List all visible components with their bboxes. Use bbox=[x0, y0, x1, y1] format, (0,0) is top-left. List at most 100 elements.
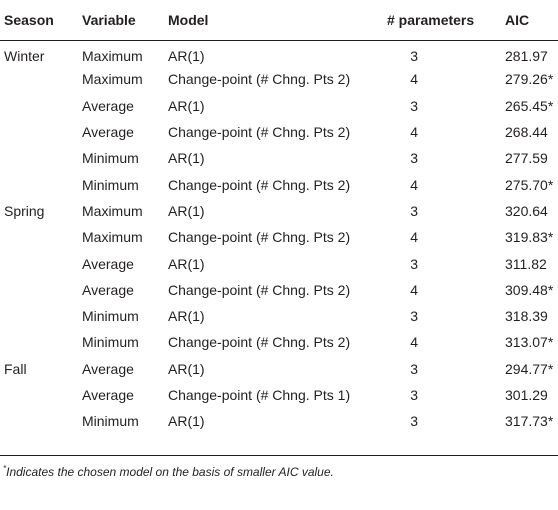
cell-parameters: 3 bbox=[410, 255, 418, 272]
cell-variable: Average bbox=[82, 124, 134, 141]
cell-variable: Maximum bbox=[82, 71, 143, 88]
cell-aic: 281.97 bbox=[505, 48, 548, 65]
cell-season bbox=[0, 119, 82, 145]
table-body: Winter Maximum AR(1) 3 281.97 Maximum Change-p… bbox=[0, 40, 558, 434]
footnote-text: Indicates the chosen model on the basis … bbox=[6, 465, 334, 479]
cell-variable: Average bbox=[82, 360, 134, 377]
cell-aic: 275.70* bbox=[505, 176, 554, 193]
cell-aic: 311.82 bbox=[505, 255, 547, 272]
cell-variable: Average bbox=[82, 97, 134, 114]
table-header: Season Variable Model # parameters AIC bbox=[0, 0, 558, 41]
cell-model: AR(1) bbox=[168, 202, 205, 219]
cell-season bbox=[0, 277, 82, 303]
cell-season bbox=[0, 408, 82, 434]
cell-parameters: 3 bbox=[410, 150, 418, 167]
table-row: Minimum Change-point (# Chng. Pts 2) 4 275.… bbox=[0, 171, 558, 197]
table-row: Average AR(1) 3 265.45* bbox=[0, 93, 558, 119]
cell-parameters: 3 bbox=[410, 308, 418, 325]
cell-model: AR(1) bbox=[168, 255, 205, 272]
cell-parameters: 3 bbox=[410, 413, 418, 430]
cell-model: Change-point (# Chng. Pts 2) bbox=[168, 334, 351, 351]
cell-parameters: 4 bbox=[410, 334, 418, 351]
cell-aic: 317.73* bbox=[505, 413, 554, 430]
cell-season bbox=[0, 66, 82, 92]
cell-aic: 319.83* bbox=[505, 229, 554, 246]
cell-model: AR(1) bbox=[168, 308, 205, 325]
model-comparison-table-container: Season Variable Model # parameters AIC W… bbox=[0, 0, 558, 434]
cell-parameters: 3 bbox=[410, 387, 418, 403]
cell-aic: 309.48* bbox=[505, 281, 554, 298]
cell-season: Fall bbox=[4, 360, 27, 377]
cell-variable: Minimum bbox=[82, 334, 139, 351]
cell-aic: 277.59 bbox=[505, 150, 548, 167]
cell-model: AR(1) bbox=[168, 413, 205, 430]
cell-parameters: 4 bbox=[410, 71, 418, 88]
cell-parameters: 4 bbox=[410, 176, 418, 193]
cell-season bbox=[0, 382, 82, 408]
cell-variable: Minimum bbox=[82, 150, 139, 167]
table-row: Minimum AR(1) 3 317.73* bbox=[0, 408, 558, 434]
model-comparison-table: Season Variable Model # parameters AIC W… bbox=[0, 0, 558, 434]
cell-aic: 268.44 bbox=[505, 124, 548, 141]
header-aic: AIC bbox=[505, 0, 558, 41]
cell-aic: 318.39 bbox=[505, 308, 548, 325]
cell-parameters: 3 bbox=[410, 97, 418, 114]
cell-season bbox=[0, 145, 82, 171]
table-row: Minimum AR(1) 3 277.59 bbox=[0, 145, 558, 171]
cell-variable: Maximum bbox=[82, 202, 143, 219]
cell-aic: 320.64 bbox=[505, 202, 548, 219]
header-row: Season Variable Model # parameters AIC bbox=[0, 0, 558, 41]
table-row: Maximum Change-point (# Chng. Pts 2) 4 319.… bbox=[0, 224, 558, 250]
cell-aic: 294.77* bbox=[505, 360, 554, 377]
cell-parameters: 4 bbox=[410, 124, 418, 141]
table-row: Minimum Change-point (# Chng. Pts 2) 4 313.… bbox=[0, 329, 558, 355]
table-row: Minimum AR(1) 3 318.39 bbox=[0, 303, 558, 329]
table-row: Average Change-point (# Chng. Pts 2) 4 309.… bbox=[0, 277, 558, 303]
cell-model: AR(1) bbox=[168, 97, 205, 114]
cell-season bbox=[0, 329, 82, 355]
cell-variable: Minimum bbox=[82, 308, 139, 325]
cell-aic: 265.45* bbox=[505, 97, 554, 114]
table-footnote: *Indicates the chosen model on the basis… bbox=[3, 464, 334, 479]
cell-season bbox=[0, 171, 82, 197]
table-row: Spring Maximum AR(1) 3 320.64 bbox=[0, 198, 558, 224]
header-variable: Variable bbox=[82, 0, 168, 41]
cell-variable: Average bbox=[82, 255, 134, 272]
cell-model: Change-point (# Chng. Pts 2) bbox=[168, 281, 351, 298]
header-season: Season bbox=[0, 0, 82, 41]
cell-parameters: 3 bbox=[410, 360, 418, 377]
footnote-marker: * bbox=[3, 464, 7, 473]
cell-model: Change-point (# Chng. Pts 2) bbox=[168, 71, 351, 88]
cell-model: AR(1) bbox=[168, 150, 205, 167]
header-parameters: # parameters bbox=[384, 0, 505, 41]
cell-aic: 301.29 bbox=[505, 387, 548, 403]
cell-season: Spring bbox=[4, 202, 45, 219]
cell-model: Change-point (# Chng. Pts 1) bbox=[168, 387, 351, 403]
cell-aic: 279.26* bbox=[505, 71, 554, 88]
cell-variable: Average bbox=[82, 387, 134, 403]
cell-variable: Maximum bbox=[82, 48, 143, 65]
table-row: Winter Maximum AR(1) 3 281.97 bbox=[0, 40, 558, 66]
cell-aic: 313.07* bbox=[505, 334, 554, 351]
cell-model: Change-point (# Chng. Pts 2) bbox=[168, 124, 351, 141]
table-row: Average Change-point (# Chng. Pts 2) 4 268.… bbox=[0, 119, 558, 145]
cell-model: AR(1) bbox=[168, 48, 205, 65]
header-model: Model bbox=[168, 0, 384, 41]
cell-season bbox=[0, 93, 82, 119]
cell-model: Change-point (# Chng. Pts 2) bbox=[168, 176, 351, 193]
cell-variable: Minimum bbox=[82, 176, 139, 193]
cell-season bbox=[0, 250, 82, 276]
table-bottom-rule bbox=[0, 455, 558, 456]
cell-variable: Average bbox=[82, 281, 134, 298]
cell-variable: Minimum bbox=[82, 413, 139, 430]
cell-parameters: 4 bbox=[410, 281, 418, 298]
table-row: Fall Average AR(1) 3 294.77* bbox=[0, 356, 558, 382]
cell-season bbox=[0, 303, 82, 329]
table-row: Average AR(1) 3 311.82 bbox=[0, 250, 558, 276]
cell-season bbox=[0, 224, 82, 250]
cell-model: Change-point (# Chng. Pts 2) bbox=[168, 229, 351, 246]
cell-parameters: 4 bbox=[410, 229, 418, 246]
table-row: Maximum Change-point (# Chng. Pts 2) 4 279.… bbox=[0, 66, 558, 92]
cell-parameters: 3 bbox=[410, 202, 418, 219]
cell-parameters: 3 bbox=[410, 48, 418, 65]
